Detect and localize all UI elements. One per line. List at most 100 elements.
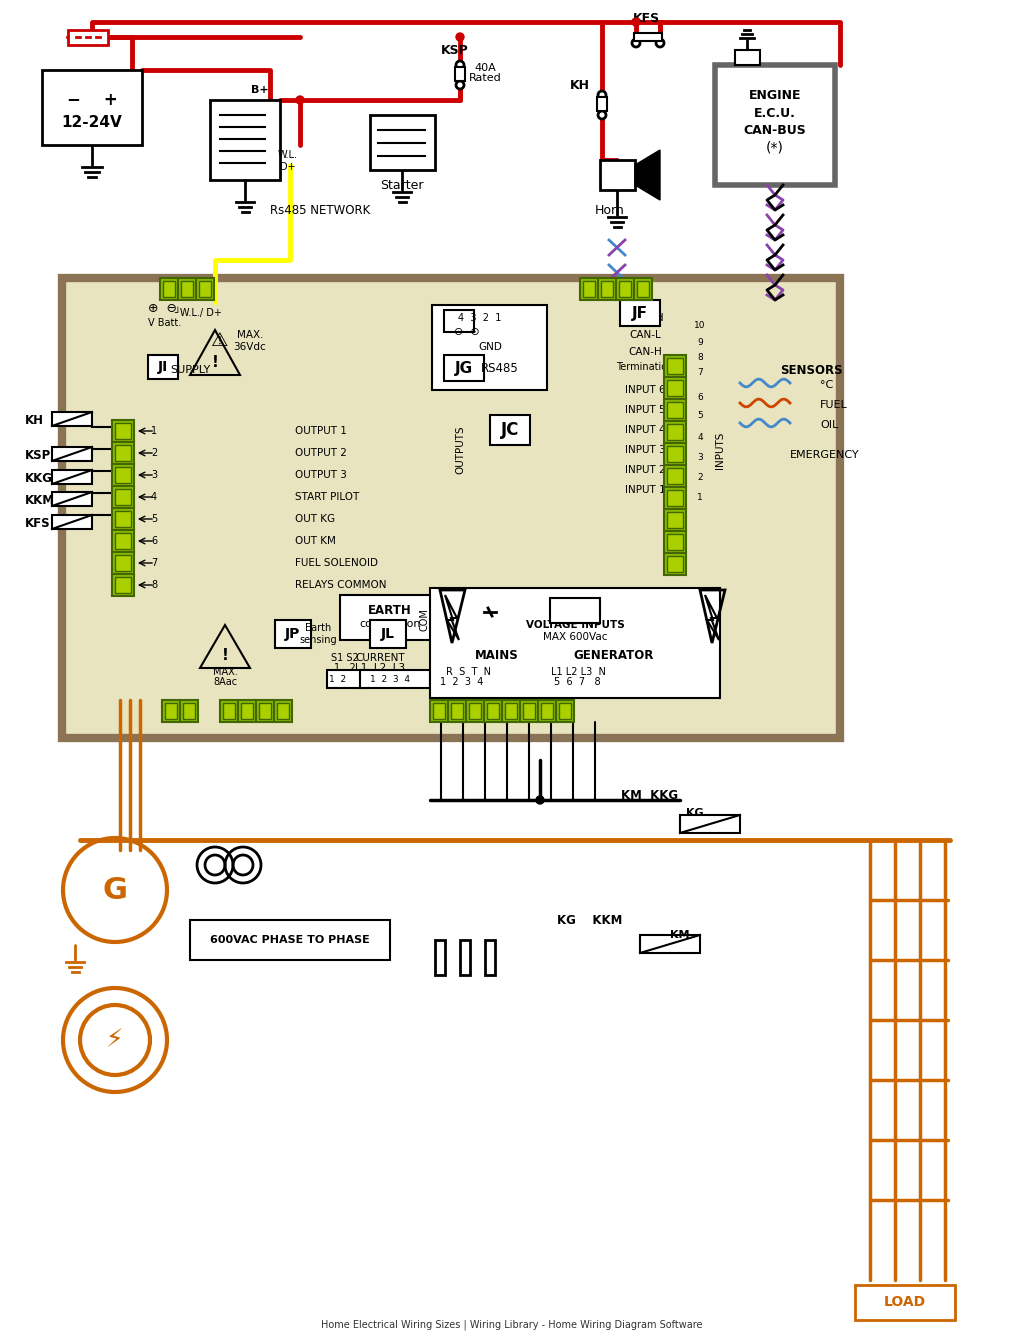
Bar: [112, 530, 134, 552]
Text: 3: 3: [151, 469, 157, 480]
Text: 12-24V: 12-24V: [61, 114, 123, 130]
Text: Ground: Ground: [626, 312, 665, 323]
Text: COM: COM: [420, 609, 430, 632]
Text: KG: KG: [686, 809, 703, 818]
Text: JC: JC: [501, 421, 519, 439]
Text: MAINS: MAINS: [475, 649, 519, 661]
Text: Earth: Earth: [305, 624, 331, 633]
Bar: [469, 703, 481, 719]
Bar: [664, 443, 686, 465]
Text: 2: 2: [697, 472, 702, 481]
Text: EARTH: EARTH: [368, 603, 412, 617]
Bar: [580, 278, 598, 300]
Bar: [115, 422, 131, 439]
Circle shape: [632, 17, 640, 25]
Bar: [449, 700, 466, 721]
Text: JL: JL: [381, 628, 395, 641]
Bar: [210, 101, 280, 180]
Text: Rs485 NETWORK: Rs485 NETWORK: [270, 204, 370, 216]
Bar: [430, 587, 720, 699]
Text: JF: JF: [632, 306, 648, 320]
Bar: [112, 485, 134, 508]
Text: OUTPUT 2: OUTPUT 2: [295, 448, 347, 459]
Text: ⚡: ⚡: [106, 1029, 124, 1051]
Text: −    +: − +: [67, 91, 118, 109]
Text: FUEL: FUEL: [820, 400, 848, 410]
Text: 5  6  7   8: 5 6 7 8: [554, 677, 600, 687]
Circle shape: [456, 34, 464, 42]
Bar: [664, 355, 686, 377]
Text: MAX 600Vac: MAX 600Vac: [543, 632, 607, 642]
Text: SUPPLY: SUPPLY: [170, 365, 210, 375]
Bar: [62, 278, 840, 738]
Text: 1  2  3  4: 1 2 3 4: [370, 675, 410, 684]
Text: 1  2  3  4: 1 2 3 4: [440, 677, 483, 687]
Bar: [112, 574, 134, 595]
Text: 10: 10: [694, 320, 706, 330]
Text: ⚠: ⚠: [211, 330, 228, 350]
Bar: [667, 402, 683, 418]
Text: INPUT 2: INPUT 2: [625, 465, 666, 475]
Bar: [667, 468, 683, 484]
Text: INPUT 1: INPUT 1: [625, 485, 666, 495]
Text: JG: JG: [455, 361, 473, 375]
Bar: [115, 489, 131, 506]
Text: 1   2   3: 1 2 3: [159, 290, 198, 300]
Bar: [667, 447, 683, 463]
Text: !: !: [221, 648, 228, 662]
Text: CAN-L: CAN-L: [629, 330, 660, 341]
Bar: [160, 278, 178, 300]
Text: EMERGENCY: EMERGENCY: [790, 451, 859, 460]
Text: Termination: Termination: [616, 362, 674, 371]
Bar: [275, 620, 311, 648]
Bar: [68, 30, 108, 46]
Text: 2: 2: [151, 448, 157, 459]
Bar: [667, 380, 683, 396]
Bar: [112, 420, 134, 443]
Bar: [634, 278, 652, 300]
Text: KKG: KKG: [25, 472, 53, 484]
Bar: [274, 700, 292, 721]
Text: RS485: RS485: [481, 362, 519, 374]
Text: 7: 7: [697, 367, 702, 377]
Bar: [715, 64, 835, 185]
Bar: [664, 400, 686, 421]
Circle shape: [296, 97, 304, 105]
Text: Horn: Horn: [595, 204, 625, 216]
Bar: [735, 50, 760, 64]
Text: W.L.: W.L.: [278, 150, 298, 160]
Bar: [550, 598, 600, 624]
Bar: [505, 703, 517, 719]
Bar: [115, 577, 131, 593]
Bar: [180, 700, 198, 721]
Circle shape: [656, 39, 664, 47]
Bar: [487, 703, 499, 719]
Bar: [52, 447, 92, 461]
Bar: [556, 700, 574, 721]
Text: START PILOT: START PILOT: [295, 492, 359, 502]
Bar: [667, 358, 683, 374]
Bar: [667, 424, 683, 440]
Bar: [667, 512, 683, 528]
Text: OUTPUTS: OUTPUTS: [455, 425, 465, 475]
Bar: [583, 282, 595, 296]
Bar: [598, 278, 616, 300]
Text: 3: 3: [697, 452, 702, 461]
Bar: [183, 703, 195, 719]
Text: GND: GND: [478, 342, 502, 351]
Bar: [433, 703, 445, 719]
Text: 8: 8: [697, 353, 702, 362]
Bar: [502, 700, 520, 721]
Text: OIL: OIL: [820, 420, 839, 430]
Text: sensing: sensing: [299, 636, 337, 645]
Bar: [178, 278, 196, 300]
Bar: [520, 700, 538, 721]
Text: 600VAC PHASE TO PHASE: 600VAC PHASE TO PHASE: [210, 935, 370, 945]
Bar: [52, 492, 92, 506]
Text: Rated: Rated: [469, 72, 502, 83]
Circle shape: [598, 111, 606, 119]
Text: INPUTS: INPUTS: [715, 432, 725, 469]
Text: KM: KM: [671, 931, 690, 940]
Text: OUTPUT 3: OUTPUT 3: [295, 469, 347, 480]
Bar: [115, 532, 131, 548]
